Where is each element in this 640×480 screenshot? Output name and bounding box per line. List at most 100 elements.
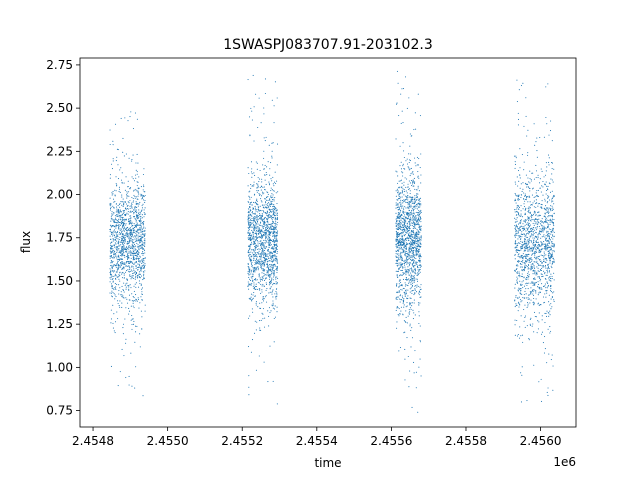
data-point xyxy=(550,215,552,217)
data-point xyxy=(271,258,273,260)
data-point xyxy=(139,266,141,268)
data-point xyxy=(420,209,422,212)
data-point xyxy=(410,329,412,331)
data-point xyxy=(518,253,520,255)
data-point xyxy=(418,237,420,239)
data-point xyxy=(128,248,130,250)
data-point xyxy=(405,256,408,258)
data-point xyxy=(270,252,272,254)
data-point xyxy=(255,231,257,233)
data-point xyxy=(527,288,529,290)
data-point xyxy=(532,243,534,245)
data-point xyxy=(259,216,261,218)
data-point xyxy=(116,240,118,242)
data-point xyxy=(267,221,269,223)
data-point xyxy=(129,267,131,269)
data-point xyxy=(277,262,279,264)
data-point xyxy=(144,270,146,272)
data-point xyxy=(417,206,419,208)
data-point xyxy=(541,288,543,290)
data-point xyxy=(261,230,263,232)
data-point xyxy=(395,259,397,262)
data-point xyxy=(263,239,265,241)
data-point xyxy=(263,275,265,277)
data-point xyxy=(123,245,125,247)
data-point xyxy=(132,247,134,249)
data-point xyxy=(412,242,415,244)
data-point xyxy=(406,272,408,274)
data-point xyxy=(547,234,549,236)
data-point xyxy=(247,230,249,232)
data-point xyxy=(417,164,419,166)
data-point xyxy=(115,176,117,178)
data-point xyxy=(401,221,403,223)
data-point xyxy=(127,120,129,122)
data-point xyxy=(117,266,119,268)
data-point xyxy=(419,271,421,273)
data-point xyxy=(125,283,127,285)
data-point xyxy=(140,213,142,215)
data-point xyxy=(550,120,552,122)
data-point xyxy=(136,185,138,187)
data-point xyxy=(260,185,262,187)
data-point xyxy=(407,285,409,287)
data-point xyxy=(526,400,528,402)
data-point xyxy=(404,219,406,221)
data-point xyxy=(143,275,145,277)
data-point xyxy=(412,318,414,320)
data-point xyxy=(131,247,133,250)
data-point xyxy=(525,97,527,99)
data-point xyxy=(395,238,397,240)
data-point xyxy=(131,275,133,277)
data-point xyxy=(276,306,278,308)
data-point xyxy=(256,263,258,265)
data-point xyxy=(405,221,407,223)
data-point xyxy=(420,296,422,298)
data-point xyxy=(112,269,114,271)
data-point xyxy=(405,274,407,276)
data-point xyxy=(419,166,421,169)
data-point xyxy=(255,93,257,95)
data-point xyxy=(400,281,402,283)
data-point xyxy=(405,253,407,255)
data-point xyxy=(407,197,409,199)
data-point xyxy=(515,251,517,253)
data-point xyxy=(533,266,535,268)
data-point xyxy=(419,325,421,327)
data-point xyxy=(406,322,408,324)
data-point xyxy=(267,275,269,277)
data-point xyxy=(124,189,126,191)
data-point xyxy=(408,256,410,258)
data-point xyxy=(258,227,260,229)
data-point xyxy=(265,241,267,243)
data-point xyxy=(269,291,271,293)
data-point xyxy=(251,222,253,224)
data-point xyxy=(122,333,124,335)
data-point xyxy=(111,246,113,248)
data-point xyxy=(409,325,411,327)
data-point xyxy=(407,298,409,300)
data-point xyxy=(515,303,517,305)
data-point xyxy=(128,218,130,220)
data-point xyxy=(114,225,116,227)
data-point xyxy=(397,246,399,248)
data-point xyxy=(542,235,544,237)
data-point xyxy=(396,234,398,236)
data-point xyxy=(405,321,407,324)
data-point xyxy=(409,307,411,309)
data-point xyxy=(406,284,408,286)
data-point xyxy=(110,271,112,273)
data-point xyxy=(256,255,258,257)
data-point xyxy=(115,190,117,192)
data-point xyxy=(115,246,117,248)
data-point xyxy=(263,204,265,206)
data-point xyxy=(276,97,278,99)
data-point xyxy=(419,231,421,234)
data-point xyxy=(268,216,270,218)
data-point xyxy=(271,304,273,306)
data-point xyxy=(263,225,265,227)
data-point xyxy=(544,236,546,238)
data-point xyxy=(410,284,412,286)
data-point xyxy=(396,204,398,206)
data-point xyxy=(132,178,134,180)
